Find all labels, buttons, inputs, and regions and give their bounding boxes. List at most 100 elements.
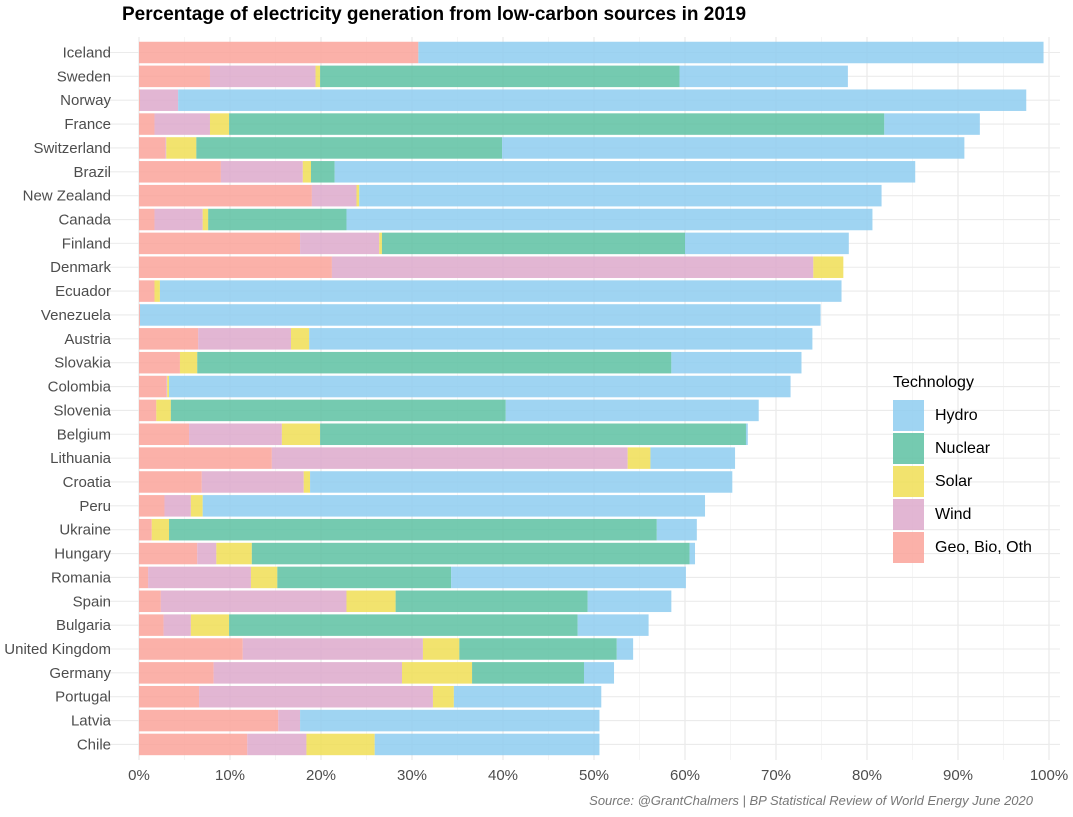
bar-segment — [229, 113, 885, 135]
bar-segment — [271, 447, 628, 469]
bar-segment — [202, 208, 209, 231]
bar-segment — [422, 638, 460, 660]
bar-segment — [213, 662, 402, 684]
bar-segment — [374, 733, 600, 756]
country-label: Venezuela — [41, 307, 112, 324]
bar-segment — [209, 65, 316, 88]
bar-segment — [190, 614, 230, 636]
bar-segment — [813, 256, 844, 278]
x-tick-label: 100% — [1030, 767, 1068, 784]
legend-items: Hydro Nuclear Solar Wind Geo, Bio, Oth — [893, 399, 1032, 564]
bar-segment — [300, 232, 380, 255]
bar-segment — [163, 614, 191, 636]
bar-segment — [432, 685, 454, 708]
bar-segment — [310, 471, 733, 493]
bar-segment — [302, 161, 311, 183]
bar-segment — [139, 137, 166, 159]
legend: Technology Hydro Nuclear Solar Wind Geo, Bio… — [893, 374, 1032, 564]
country-label: Finland — [62, 235, 111, 252]
legend-label: Wind — [935, 505, 972, 523]
bar-segment — [616, 638, 634, 660]
bar-segment — [320, 65, 680, 88]
country-label: France — [64, 116, 111, 133]
country-label: Ecuador — [55, 283, 111, 300]
bar-segment — [170, 399, 506, 422]
bar-segment — [139, 208, 155, 231]
bar-segment — [160, 590, 347, 613]
country-label: Romania — [51, 569, 112, 586]
bar-segment — [139, 709, 279, 732]
legend-item: Solar — [893, 465, 1032, 498]
bar-segment — [587, 590, 672, 613]
bar-segment — [656, 518, 697, 541]
bar-segment — [198, 328, 291, 350]
bar-segment — [745, 423, 748, 446]
country-label: Colombia — [48, 379, 112, 396]
bar-segment — [139, 328, 199, 350]
bar-segment — [306, 733, 375, 756]
bar-segment — [139, 304, 140, 326]
x-tick-label: 90% — [943, 767, 973, 784]
legend-title: Technology — [893, 374, 974, 391]
bar-segment — [884, 113, 980, 135]
country-label: Slovakia — [54, 355, 111, 372]
bar-segment — [165, 137, 167, 159]
bar-segment — [346, 208, 873, 231]
bar-segment — [689, 542, 696, 565]
bar-segment — [199, 685, 433, 708]
bar-segment — [139, 518, 152, 541]
bar-segment — [156, 399, 171, 422]
bar-segment — [320, 423, 746, 446]
country-label: Ukraine — [59, 522, 111, 539]
x-tick-label: 40% — [488, 767, 518, 784]
bar-segment — [502, 137, 965, 159]
bar-segment — [310, 161, 335, 183]
bar-segment — [164, 495, 191, 517]
country-label: New Zealand — [23, 188, 111, 205]
bar-segment — [290, 328, 310, 350]
bar-segment — [197, 542, 217, 565]
bar-segment — [139, 638, 243, 660]
bar-segment — [247, 733, 307, 756]
bar-segment — [278, 709, 301, 732]
bar-segment — [334, 161, 916, 183]
bar-segment — [242, 638, 423, 660]
bar-segment — [311, 184, 357, 207]
bar-segment — [139, 471, 202, 493]
bar-segment — [139, 495, 165, 517]
x-tick-label: 30% — [397, 767, 427, 784]
bar-segment — [139, 590, 161, 613]
bar-segment — [309, 328, 813, 350]
bar-segment — [197, 351, 672, 374]
bar-segment — [650, 447, 736, 469]
country-label: Germany — [49, 665, 111, 682]
legend-swatch — [893, 499, 924, 530]
bar-segment — [196, 137, 503, 159]
legend-swatch — [893, 433, 924, 464]
country-label: Brazil — [73, 164, 111, 181]
country-label: Spain — [73, 593, 111, 610]
bar-segment — [139, 375, 167, 398]
bar-segment — [139, 304, 821, 326]
bar-segment — [346, 590, 396, 613]
country-label: Switzerland — [33, 140, 111, 157]
bar-segment — [139, 65, 210, 88]
bar-segment — [151, 518, 170, 541]
bar-segment — [381, 232, 685, 255]
bar-segment — [159, 280, 842, 302]
legend-item: Hydro — [893, 399, 1032, 432]
bar-segment — [139, 41, 419, 64]
bar-segment — [202, 495, 706, 517]
bar-segment — [281, 423, 321, 446]
bar-segment — [401, 662, 473, 684]
bar-segment — [303, 471, 311, 493]
country-label: Sweden — [57, 68, 111, 85]
bar-segment — [679, 65, 848, 88]
x-tick-label: 70% — [761, 767, 791, 784]
source-caption: Source: @GrantChalmers | BP Statistical … — [589, 793, 1033, 808]
bar-segment — [505, 399, 759, 422]
bar-segments — [139, 41, 1044, 756]
legend-label: Solar — [935, 472, 973, 490]
bar-segment — [208, 208, 347, 231]
